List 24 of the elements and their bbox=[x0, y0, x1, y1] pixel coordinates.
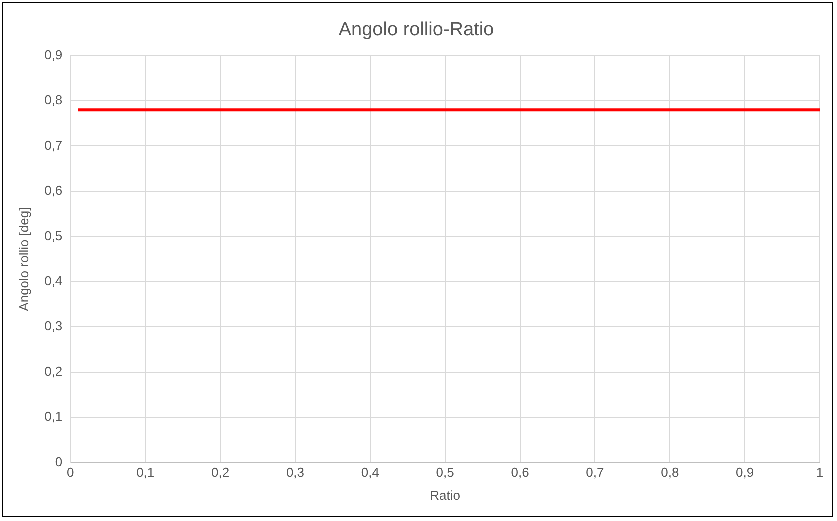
x-tick-label: 0,2 bbox=[212, 465, 230, 480]
x-axis-title: Ratio bbox=[430, 488, 461, 503]
chart-title: Angolo rollio-Ratio bbox=[338, 20, 494, 41]
y-axis-title: Angolo rollio [deg] bbox=[16, 207, 32, 312]
y-tick-label: 0,3 bbox=[44, 318, 63, 334]
x-tick-label: 0,9 bbox=[736, 465, 754, 480]
y-tick-label: 0,4 bbox=[44, 273, 63, 288]
x-tick-label: 0 bbox=[67, 465, 74, 480]
x-tick-label: 0,6 bbox=[511, 465, 530, 480]
y-tick-label: 0,7 bbox=[44, 138, 63, 153]
y-tick-label: 0,9 bbox=[44, 47, 63, 62]
x-tick-label: 0,7 bbox=[586, 465, 604, 480]
x-tick-label: 0,3 bbox=[286, 465, 305, 480]
x-tick-label: 0,1 bbox=[136, 465, 155, 480]
x-tick-label: 0,5 bbox=[436, 465, 454, 480]
x-tick-label: 1 bbox=[816, 465, 824, 480]
y-tick-label: 0,2 bbox=[44, 364, 63, 379]
x-tick-label: 0,4 bbox=[361, 465, 380, 480]
y-tick-label: 0,5 bbox=[44, 228, 63, 244]
y-tick-label: 0,6 bbox=[44, 183, 63, 198]
y-tick-label: 0,1 bbox=[44, 409, 63, 424]
y-tick-label: 0,8 bbox=[44, 92, 63, 108]
y-tick-label: 0 bbox=[55, 454, 63, 470]
x-tick-label: 0,8 bbox=[661, 465, 680, 480]
